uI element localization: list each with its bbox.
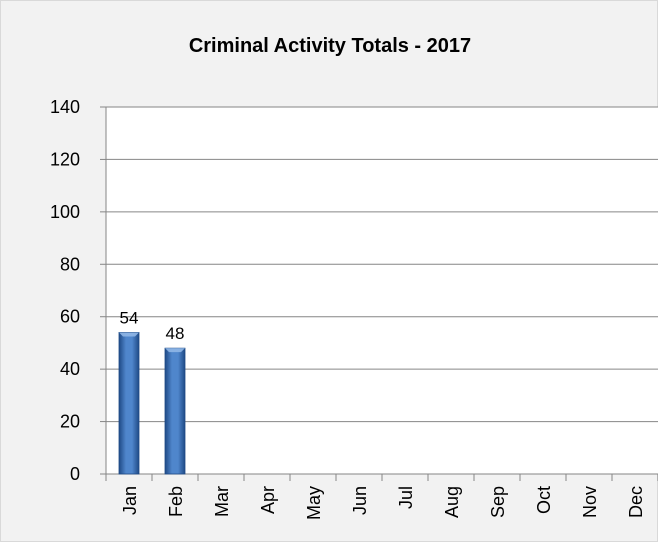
y-tick-label: 120 (50, 149, 80, 169)
y-tick-label: 60 (60, 307, 80, 327)
bar (164, 347, 186, 475)
x-tick-label: Apr (258, 486, 278, 514)
x-tick-label: Dec (626, 486, 646, 518)
bar-cap (165, 348, 185, 353)
y-tick-label: 100 (50, 202, 80, 222)
bar (118, 332, 140, 475)
y-tick-label: 140 (50, 97, 80, 117)
x-tick-label: Jan (120, 486, 140, 515)
x-tick-label: Aug (442, 486, 462, 518)
x-tick-label: Feb (166, 486, 186, 517)
x-tick-label: Oct (534, 486, 554, 514)
bar-cap (119, 332, 139, 337)
x-tick-label: Jul (396, 486, 416, 509)
data-label: 48 (166, 324, 185, 343)
y-tick-label: 0 (70, 464, 80, 484)
x-tick-label: May (304, 486, 324, 520)
y-tick-label: 40 (60, 359, 80, 379)
x-tick-label: Nov (580, 486, 600, 518)
x-tick-label: Jun (350, 486, 370, 515)
plot-area (106, 107, 658, 474)
x-tick-label: Mar (212, 486, 232, 517)
y-tick-label: 20 (60, 412, 80, 432)
x-tick-label: Sep (488, 486, 508, 518)
y-tick-label: 80 (60, 254, 80, 274)
chart-title: Criminal Activity Totals - 2017 (188, 35, 472, 57)
data-label: 54 (120, 308, 139, 327)
